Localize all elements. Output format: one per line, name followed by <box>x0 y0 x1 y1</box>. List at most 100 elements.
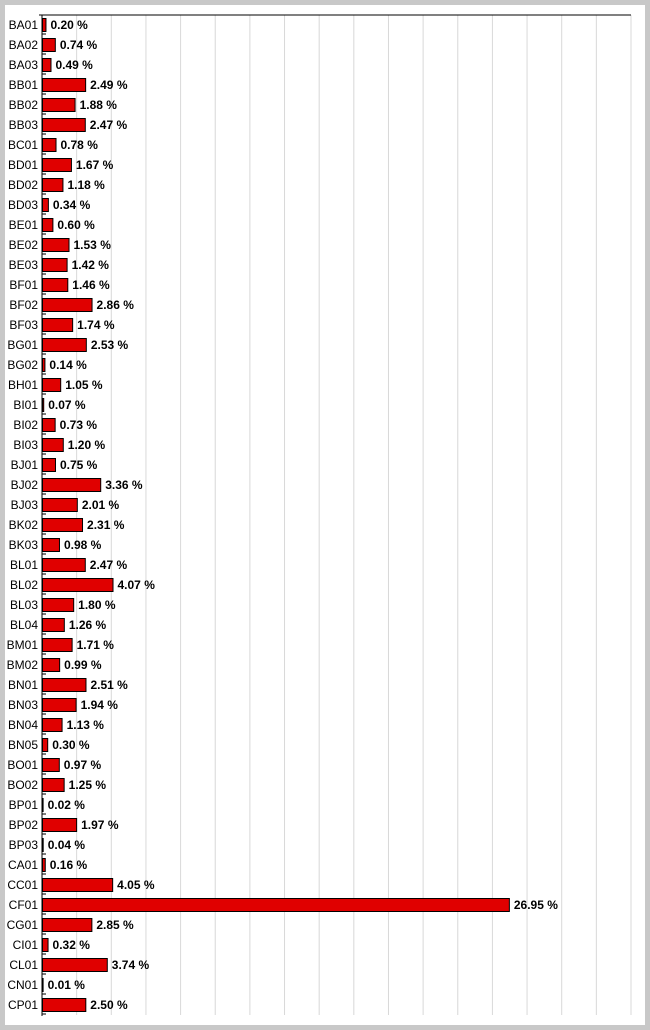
value-label: 0.01 % <box>48 978 86 992</box>
value-label: 2.50 % <box>90 998 128 1012</box>
value-label: 0.99 % <box>64 658 102 672</box>
category-label: CG01 <box>7 918 39 932</box>
value-label: 0.74 % <box>60 38 98 52</box>
bar <box>42 238 70 252</box>
bar <box>42 938 49 952</box>
bar <box>42 98 76 112</box>
value-label: 0.20 % <box>50 18 88 32</box>
bar <box>42 638 73 652</box>
bar <box>42 438 64 452</box>
value-label: 1.94 % <box>81 698 119 712</box>
bar <box>42 718 63 732</box>
value-label: 0.02 % <box>48 798 86 812</box>
category-label: CC01 <box>7 878 38 892</box>
bar <box>42 558 86 572</box>
bar <box>42 918 93 932</box>
category-label: BN04 <box>8 718 38 732</box>
value-label: 0.32 % <box>53 938 91 952</box>
bar <box>42 518 84 532</box>
bar <box>42 158 72 172</box>
value-label: 2.85 % <box>96 918 134 932</box>
bar <box>42 898 510 912</box>
category-label: BA01 <box>9 18 39 32</box>
value-label: 0.30 % <box>52 738 90 752</box>
category-label: BJ01 <box>11 458 39 472</box>
category-label: CP01 <box>8 998 38 1012</box>
value-label: 1.80 % <box>78 598 116 612</box>
value-label: 0.49 % <box>55 58 93 72</box>
value-label: 2.31 % <box>87 518 125 532</box>
bar <box>42 398 45 412</box>
bar <box>42 278 69 292</box>
value-label: 26.95 % <box>514 898 558 912</box>
value-label: 1.18 % <box>67 178 105 192</box>
bar <box>42 538 60 552</box>
bar <box>42 298 93 312</box>
category-label: BF01 <box>9 278 38 292</box>
bar <box>42 858 46 872</box>
category-label: BD03 <box>8 198 38 212</box>
value-label: 2.47 % <box>90 118 128 132</box>
category-label: BD02 <box>8 178 38 192</box>
value-label: 2.47 % <box>90 558 128 572</box>
value-label: 0.97 % <box>64 758 102 772</box>
bar <box>42 418 56 432</box>
value-label: 0.14 % <box>49 358 87 372</box>
bar <box>42 78 87 92</box>
category-label: BI01 <box>13 398 38 412</box>
value-label: 0.98 % <box>64 538 102 552</box>
value-label: 1.42 % <box>72 258 110 272</box>
category-label: BH01 <box>8 378 38 392</box>
category-label: BE01 <box>9 218 39 232</box>
category-label: BB01 <box>9 78 39 92</box>
value-label: 2.86 % <box>97 298 135 312</box>
bar <box>42 978 44 992</box>
category-label: BN01 <box>8 678 38 692</box>
bar <box>42 998 87 1012</box>
plot-panel: BA01 0.20 % BA02 0.74 % BA03 0.49 % BB01 2.49 %… <box>5 5 645 1025</box>
value-label: 1.05 % <box>65 378 103 392</box>
category-label: BK03 <box>9 538 39 552</box>
value-label: 0.04 % <box>48 838 86 852</box>
bar <box>42 358 46 372</box>
value-label: 1.53 % <box>74 238 112 252</box>
bar <box>42 838 44 852</box>
bar <box>42 338 87 352</box>
bar-chart: BA01 0.20 % BA02 0.74 % BA03 0.49 % BB01 2.49 %… <box>7 14 632 1016</box>
category-label: CL01 <box>9 958 38 972</box>
bar <box>42 18 47 32</box>
category-label: BB03 <box>9 118 39 132</box>
category-label: BA03 <box>9 58 39 72</box>
bar <box>42 778 65 792</box>
value-label: 4.05 % <box>117 878 155 892</box>
category-label: BO01 <box>7 758 38 772</box>
grid-lines <box>76 15 632 1015</box>
category-label: BN03 <box>8 698 38 712</box>
category-label: BD01 <box>8 158 38 172</box>
value-label: 0.78 % <box>61 138 99 152</box>
bar <box>42 578 114 592</box>
bar <box>42 118 86 132</box>
category-label: BG01 <box>7 338 38 352</box>
labels: BA01 0.20 % BA02 0.74 % BA03 0.49 % BB01 2.49 %… <box>7 18 559 1012</box>
category-label: CA01 <box>8 858 38 872</box>
category-label: BN05 <box>8 738 38 752</box>
category-label: BE02 <box>9 238 39 252</box>
value-label: 2.53 % <box>91 338 129 352</box>
value-label: 2.51 % <box>90 678 128 692</box>
value-label: 1.71 % <box>77 638 115 652</box>
category-label: BC01 <box>8 138 38 152</box>
bar <box>42 38 56 52</box>
category-label: BK02 <box>9 518 39 532</box>
value-label: 3.36 % <box>105 478 143 492</box>
value-label: 2.49 % <box>90 78 128 92</box>
value-label: 0.34 % <box>53 198 91 212</box>
bar <box>42 178 64 192</box>
category-label: CI01 <box>13 938 39 952</box>
category-label: BP03 <box>9 838 39 852</box>
category-label: BO02 <box>7 778 38 792</box>
bar <box>42 198 49 212</box>
category-label: BF02 <box>9 298 38 312</box>
value-label: 4.07 % <box>118 578 156 592</box>
category-label: BJ03 <box>11 498 39 512</box>
